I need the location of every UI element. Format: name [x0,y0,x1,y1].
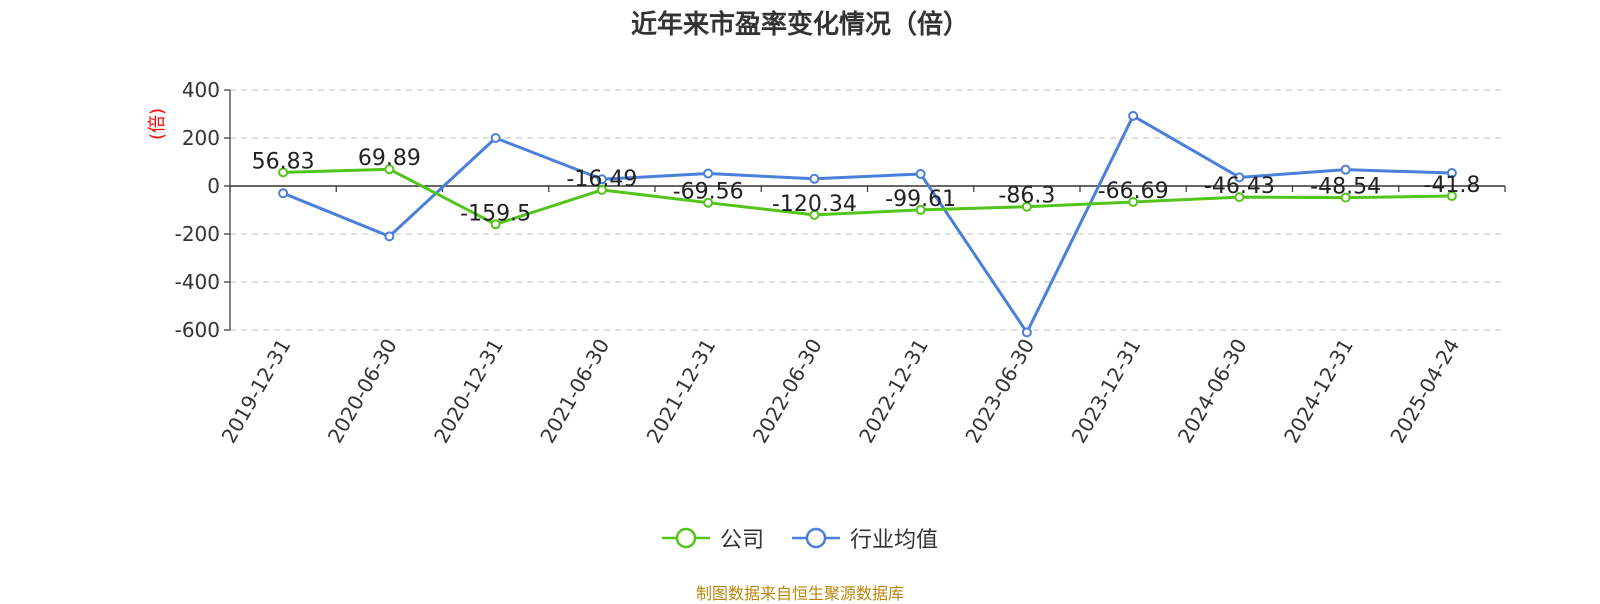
series-point-0[interactable] [703,197,714,208]
series-point-0[interactable] [384,164,395,175]
data-label: -120.34 [772,192,857,217]
legend-industry-line-icon [792,527,840,549]
legend-company-line-icon [661,527,710,549]
series [278,110,1457,338]
series-point-0[interactable] [1234,192,1245,203]
data-label: -159.5 [460,201,531,226]
series-point-1[interactable] [596,174,607,185]
series-point-1[interactable] [809,173,820,184]
series-point-1[interactable] [703,168,714,179]
series-point-1[interactable] [1446,168,1457,179]
x-tick-label: 2022-12-31 [854,335,933,448]
series-point-1[interactable] [1340,164,1351,175]
data-label: 56.83 [252,149,315,174]
data-label: 69.89 [358,146,421,171]
series-point-1[interactable] [278,188,289,199]
y-tick-label: 0 [207,174,220,198]
y-unit-label: (倍) [147,108,168,140]
series-point-0[interactable] [490,219,501,230]
series-point-0[interactable] [596,184,607,195]
series-line-0 [283,167,1452,226]
data-source-note: 制图数据来自恒生聚源数据库 [695,584,904,603]
data-label: -46.43 [1204,174,1275,199]
series-point-1[interactable] [490,133,501,143]
data-label: -66.69 [1098,179,1169,204]
y-tick-label: -200 [175,222,220,246]
x-tick-label: 2023-06-30 [960,335,1039,448]
data-labels: 56.83 69.89 -159.5 -16.49 -69.56 -120.34 -99.6… [252,146,1481,226]
x-tick-label: 2022-06-30 [748,335,827,448]
series-point-1[interactable] [1021,327,1032,338]
x-tick-label: 2020-06-30 [323,335,402,448]
series-point-1[interactable] [384,231,395,242]
x-tick-label: 2024-12-31 [1279,335,1358,448]
x-tick-label: 2021-12-31 [642,335,721,448]
x-tick-label: 2023-12-31 [1067,335,1146,448]
chart-title: 近年来市盈率变化情况（倍） [630,10,969,40]
x-tick-label: 2021-06-30 [535,335,614,448]
x-tick-label: 2020-12-31 [429,335,508,448]
data-label: -16.49 [566,167,637,192]
legend: 公司 行业均值 [0,522,1600,554]
data-label: -99.61 [885,187,956,212]
y-tick-label: -600 [175,318,220,342]
x-tick-label: 2025-04-24 [1385,335,1464,448]
y-tick-label: -400 [175,270,220,294]
legend-item-industry[interactable]: 行业均值 [792,522,938,554]
y-tick-label: 200 [182,126,220,150]
x-tick-label: 2024-06-30 [1173,335,1252,448]
data-label: -86.3 [998,184,1055,209]
series-point-0[interactable] [915,204,926,215]
series-point-0[interactable] [809,209,820,220]
grid-lines [230,89,1505,331]
legend-label-industry: 行业均值 [850,528,939,553]
y-tick-label: 400 [182,78,220,102]
legend-item-company[interactable]: 公司 [661,522,764,554]
series-point-0[interactable] [1128,197,1139,208]
series-point-0[interactable] [1340,192,1351,203]
series-point-0[interactable] [1446,191,1457,202]
series-line-1 [282,114,1452,334]
series-point-0[interactable] [1021,201,1032,212]
data-label: -41.8 [1423,173,1480,198]
x-tick-label: 2019-12-31 [217,335,296,448]
series-point-1[interactable] [1128,110,1139,121]
data-label: -48.54 [1310,175,1381,200]
data-label: -69.56 [673,180,744,205]
legend-label-company: 公司 [719,528,764,553]
series-point-1[interactable] [915,169,926,179]
series-point-1[interactable] [1234,172,1245,183]
series-point-0[interactable] [278,167,289,178]
